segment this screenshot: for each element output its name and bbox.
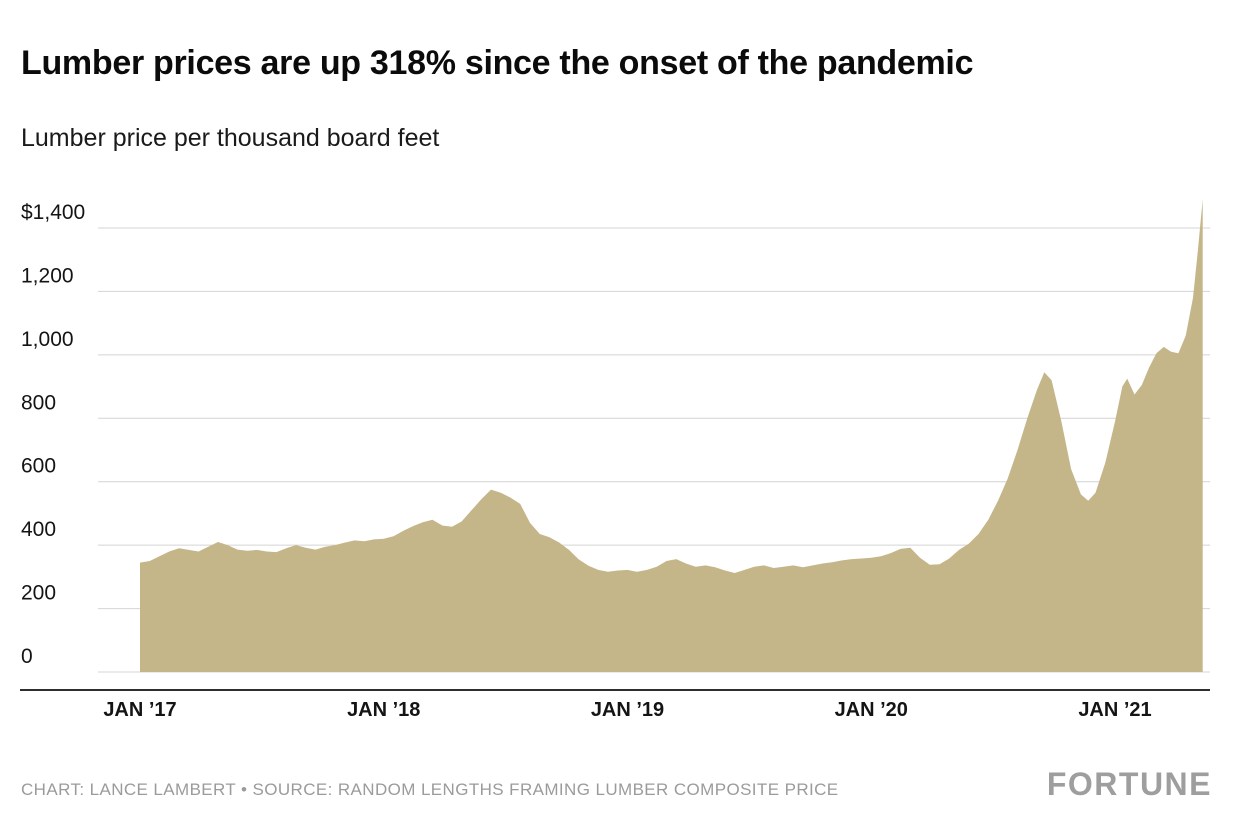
y-tick-label: 800 bbox=[21, 391, 56, 414]
y-tick-label: 400 bbox=[21, 518, 56, 541]
y-tick-label: 1,200 bbox=[21, 264, 74, 287]
chart-subtitle: Lumber price per thousand board feet bbox=[21, 124, 440, 152]
x-tick-label: JAN ’21 bbox=[1078, 699, 1151, 721]
fortune-logo: FORTUNE bbox=[1046, 766, 1212, 802]
credit-source-line: CHART: LANCE LAMBERT • SOURCE: RANDOM LE… bbox=[21, 780, 839, 799]
chart-title: Lumber prices are up 318% since the onse… bbox=[21, 43, 974, 82]
x-tick-label: JAN ’18 bbox=[347, 699, 420, 721]
y-tick-label: $1,400 bbox=[21, 201, 85, 224]
x-tick-label: JAN ’17 bbox=[103, 699, 176, 721]
lumber-price-area bbox=[140, 199, 1203, 672]
y-tick-label: 600 bbox=[21, 455, 56, 478]
y-tick-label: 1,000 bbox=[21, 328, 74, 351]
y-tick-label: 200 bbox=[21, 582, 56, 605]
x-tick-label: JAN ’19 bbox=[591, 699, 664, 721]
y-tick-label: 0 bbox=[21, 645, 33, 668]
x-tick-label: JAN ’20 bbox=[835, 699, 908, 721]
